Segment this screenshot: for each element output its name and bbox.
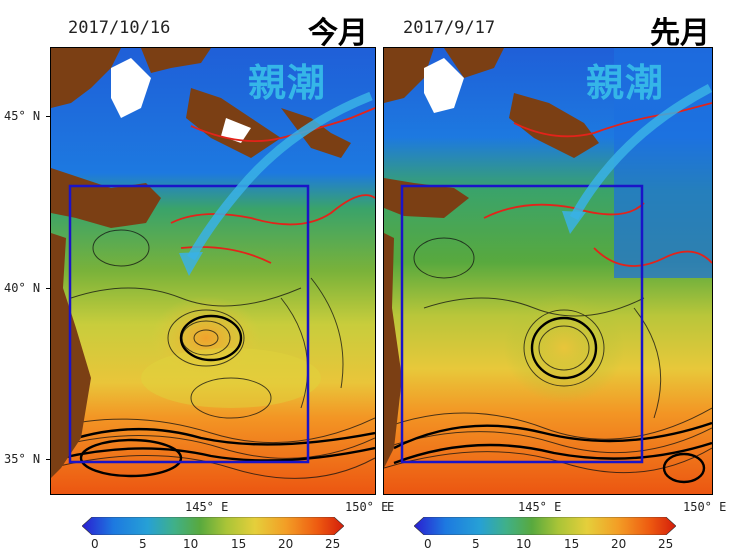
right-cbar-tick: 15 <box>564 537 580 551</box>
right-colorbar <box>414 517 676 535</box>
left-map <box>50 47 376 495</box>
left-cbar-tick: 25 <box>325 537 341 551</box>
lat-label-40: 40° N <box>4 281 41 295</box>
lat-label-35: 35° N <box>4 452 41 466</box>
right-oyashio-label: 親潮 <box>586 61 665 105</box>
right-lon-label-145: 145° E <box>518 500 562 514</box>
left-tag: 今月 <box>308 16 368 51</box>
left-cbar-tick: 0 <box>91 537 99 551</box>
left-cbar-tick: 10 <box>183 537 199 551</box>
right-tag: 先月 <box>650 16 710 51</box>
left-cbar-tick: 15 <box>231 537 247 551</box>
lat-tick <box>46 116 50 117</box>
left-cbar-tick: 20 <box>278 537 294 551</box>
right-lon-label-start: E <box>387 500 395 514</box>
lat-label-45: 45° N <box>4 109 41 123</box>
right-cbar-tick: 0 <box>424 537 432 551</box>
left-lon-label-150: 150° E <box>345 500 389 514</box>
left-lon-label-145: 145° E <box>185 500 229 514</box>
right-cbar-tick: 10 <box>516 537 532 551</box>
right-cbar-tick: 5 <box>472 537 480 551</box>
left-oyashio-label: 親潮 <box>248 61 327 105</box>
left-cbar-tick: 5 <box>139 537 147 551</box>
left-date: 2017/10/16 <box>68 18 171 38</box>
right-lon-label-150: 150° E <box>683 500 727 514</box>
lat-tick <box>46 459 50 460</box>
right-date: 2017/9/17 <box>403 18 496 38</box>
right-cbar-tick: 20 <box>611 537 627 551</box>
left-colorbar <box>82 517 344 535</box>
right-map <box>383 47 713 495</box>
right-cbar-tick: 25 <box>658 537 674 551</box>
lat-tick <box>46 288 50 289</box>
